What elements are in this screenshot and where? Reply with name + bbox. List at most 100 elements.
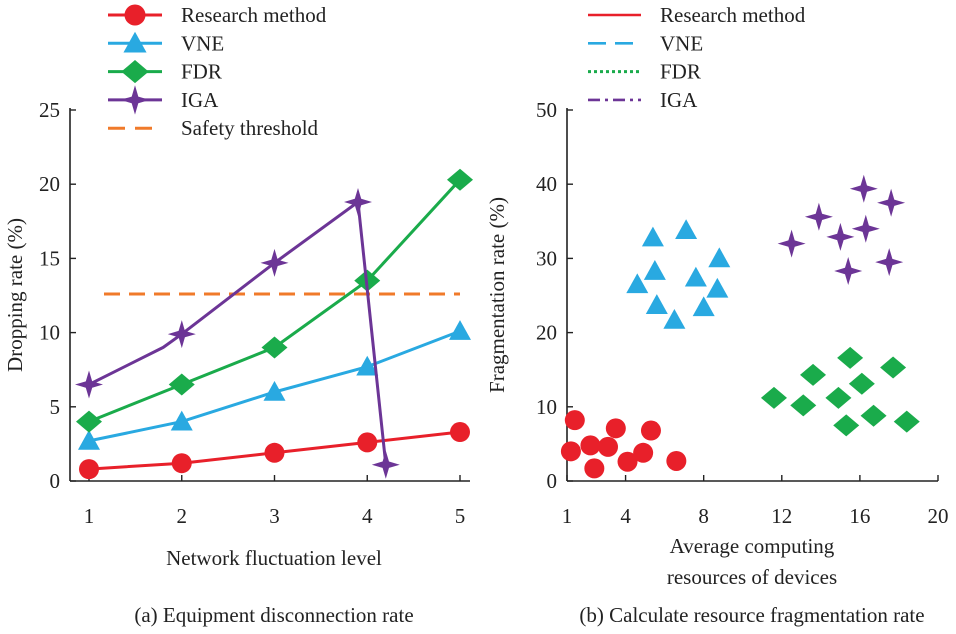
data-point-research-method [584, 458, 604, 478]
data-point-research-method [265, 443, 285, 463]
data-point-vne [642, 227, 664, 247]
y-tick-label: 5 [50, 395, 61, 419]
x-tick-label: 4 [620, 504, 631, 528]
data-point-vne [626, 273, 648, 293]
chart-caption: (b) Calculate resource fragmentation rat… [579, 603, 924, 627]
data-point-research-method [580, 435, 600, 455]
data-point-research-method [666, 451, 686, 471]
legend-label: Research method [660, 3, 806, 27]
legend-entry-iga: IGA [108, 85, 219, 114]
data-point-iga [875, 248, 903, 276]
legend-label: VNE [660, 31, 703, 55]
data-point-vne [685, 267, 707, 287]
y-tick-label: 0 [547, 469, 558, 493]
data-point-vne [708, 247, 730, 267]
data-point-fdr [894, 411, 920, 433]
data-point-iga [826, 223, 854, 251]
x-tick-label: 4 [362, 504, 373, 528]
data-point-iga [261, 249, 289, 277]
data-point-vne [449, 320, 471, 340]
x-tick-label: 12 [771, 504, 792, 528]
y-tick-label: 50 [536, 98, 557, 122]
data-point-vne [644, 260, 666, 280]
legend-entry-fdr: FDR [588, 60, 701, 84]
y-tick-label: 40 [536, 172, 557, 196]
data-point-research-method [79, 459, 99, 479]
x-tick-label: 8 [698, 504, 709, 528]
x-axis-title: Network fluctuation level [166, 546, 382, 570]
data-point-research-method [606, 418, 626, 438]
data-point-iga [75, 371, 103, 399]
legend-marker [125, 5, 146, 26]
legend-marker [121, 60, 148, 83]
legend-entry-vne: VNE [108, 31, 224, 55]
data-point-iga [778, 230, 806, 258]
y-axis-title: Dropping rate (%) [3, 218, 27, 372]
y-tick-label: 15 [39, 246, 60, 270]
x-tick-label: 20 [928, 504, 949, 528]
data-point-fdr [861, 405, 887, 427]
x-tick-label: 2 [177, 504, 188, 528]
data-point-research-method [565, 410, 585, 430]
data-point-fdr [169, 374, 195, 396]
data-point-fdr [837, 347, 863, 369]
y-tick-label: 20 [536, 321, 557, 345]
legend-entry-iga: IGA [588, 88, 698, 112]
data-point-research-method [172, 453, 192, 473]
data-point-iga [168, 320, 196, 348]
legend-marker [120, 85, 149, 114]
data-point-iga [877, 189, 905, 217]
y-tick-label: 10 [536, 395, 557, 419]
x-tick-label: 5 [455, 504, 466, 528]
legend-label: VNE [181, 31, 224, 55]
data-point-research-method [450, 422, 470, 442]
y-axis-title: Fragmentation rate (%) [485, 197, 509, 393]
data-point-iga [344, 188, 372, 216]
y-tick-label: 0 [50, 469, 61, 493]
legend-label: Research method [181, 3, 327, 27]
legend-entry-fdr: FDR [108, 60, 222, 84]
data-point-research-method [633, 443, 653, 463]
chart-resource-fragmentation-rate: 0 10 20 30 40 50 1 4 8 12 16 20 Research method VNE FD… [485, 3, 949, 627]
figure: 05101520251 2 3 4 5Research methodVNEFDRIGAS… [0, 0, 956, 634]
data-point-fdr [800, 364, 826, 386]
data-point-iga [850, 175, 878, 203]
data-point-research-method [357, 432, 377, 452]
legend-label: FDR [181, 60, 222, 84]
legend-label: IGA [660, 88, 698, 112]
x-tick-label: 1 [84, 504, 95, 528]
legend-label: FDR [660, 60, 701, 84]
legend-entry-research-method: Research method [108, 3, 327, 27]
y-tick-label: 10 [39, 321, 60, 345]
data-point-research-method [561, 441, 581, 461]
data-point-iga [372, 451, 400, 479]
data-point-iga [852, 215, 880, 243]
data-point-iga [834, 257, 862, 285]
data-point-fdr [849, 373, 875, 395]
data-point-fdr [825, 387, 851, 409]
legend-label: IGA [181, 88, 219, 112]
legend-entry-research-method: Research method [588, 3, 806, 27]
data-point-research-method [641, 421, 661, 441]
legend-label: Safety threshold [181, 116, 319, 140]
data-point-vne [706, 278, 728, 298]
data-point-vne [693, 296, 715, 316]
x-axis-title-line-1: Average computing [670, 534, 835, 558]
data-point-fdr [880, 356, 906, 378]
y-tick-label: 25 [39, 98, 60, 122]
data-point-vne [646, 294, 668, 314]
chart-caption: (a) Equipment disconnection rate [134, 603, 413, 627]
data-point-fdr [833, 414, 859, 436]
data-point-fdr [76, 411, 102, 433]
chart-equipment-disconnection-rate: 0 5 10 15 20 25 1 2 3 4 5 Research method VNE FDR IGA S… [3, 3, 473, 627]
x-tick-label: 16 [849, 504, 870, 528]
data-point-fdr [790, 394, 816, 416]
series-line-iga [89, 202, 386, 465]
x-tick-label: 1 [562, 504, 573, 528]
data-point-research-method [598, 437, 618, 457]
legend-entry-vne: VNE [588, 31, 703, 55]
legend-entry-safety-threshold: Safety threshold [108, 116, 319, 140]
y-tick-label: 20 [39, 172, 60, 196]
x-axis-title-line-2: resources of devices [667, 565, 837, 589]
data-point-fdr [761, 387, 787, 409]
